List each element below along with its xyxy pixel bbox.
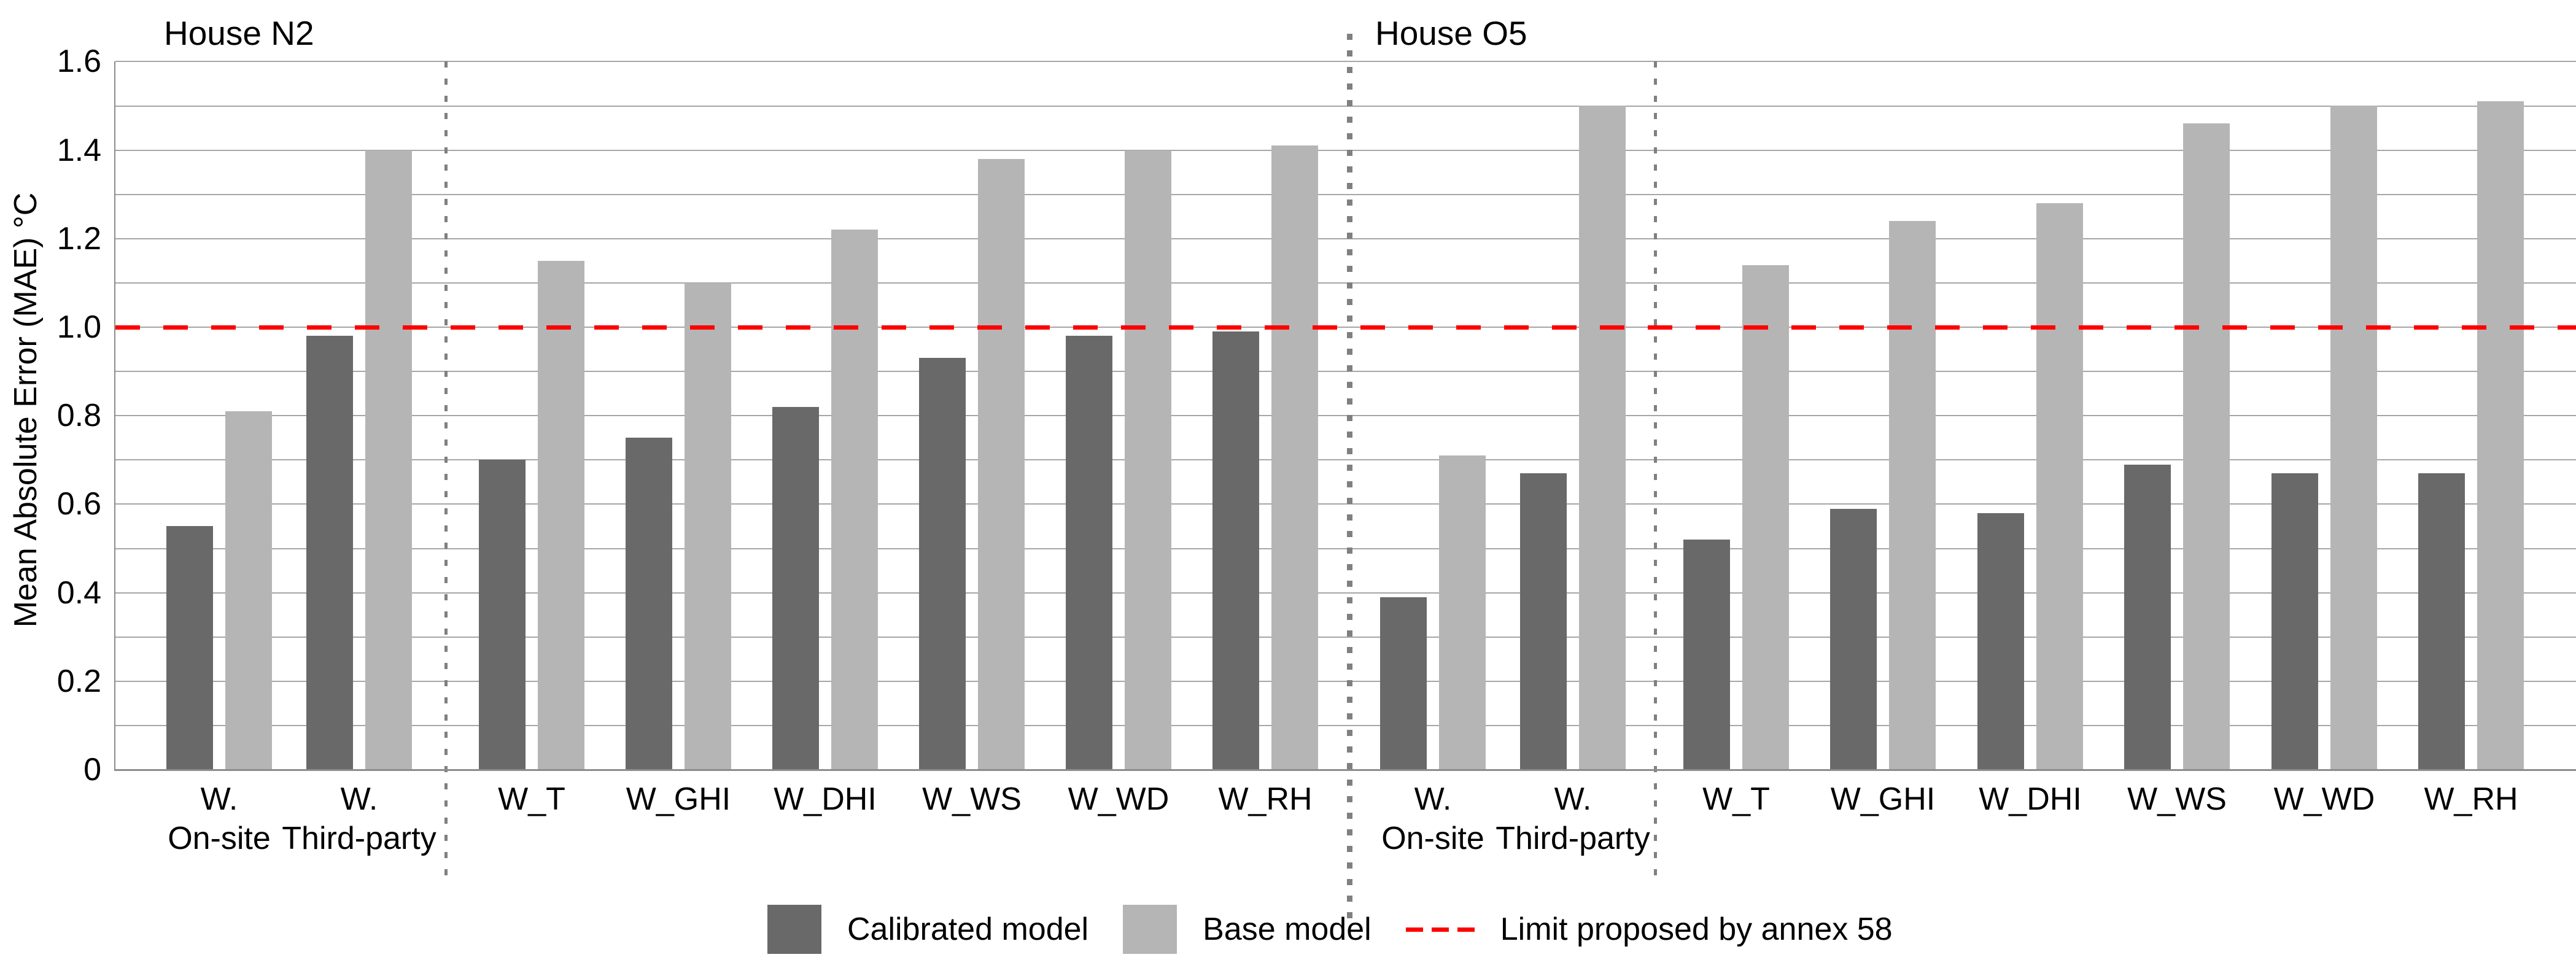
calibrated-bar bbox=[919, 358, 966, 770]
base-bar bbox=[2183, 123, 2230, 770]
calibrated-bar bbox=[1212, 331, 1259, 770]
calibrated-bar bbox=[1830, 509, 1877, 770]
y-tick-label: 0.8 bbox=[56, 398, 101, 434]
base-bar bbox=[538, 261, 584, 770]
gridline bbox=[115, 592, 2576, 594]
calibrated-bar bbox=[1683, 540, 1730, 770]
x-tick-label: W_T bbox=[498, 781, 565, 817]
base-bar bbox=[225, 411, 272, 770]
x-tick-label: W_DHI bbox=[774, 781, 877, 817]
y-tick-label: 0 bbox=[83, 752, 101, 788]
gridline bbox=[115, 548, 2576, 549]
section-title-house-o5: House O5 bbox=[1375, 14, 1527, 52]
calibrated-bar bbox=[2124, 465, 2171, 770]
y-tick-label: 1.4 bbox=[56, 132, 101, 168]
house-separator-line bbox=[1347, 34, 1352, 924]
gridline bbox=[115, 238, 2576, 239]
x-tick-label: W_WD bbox=[1068, 781, 1170, 817]
gridline bbox=[115, 724, 2576, 726]
gridline bbox=[115, 371, 2576, 373]
calibrated-bar bbox=[1977, 513, 2024, 770]
gridline bbox=[115, 415, 2576, 417]
x-tick-label: W_DHI bbox=[1979, 781, 2082, 817]
base-bar bbox=[1271, 145, 1318, 770]
x-tick-label: W. On-site bbox=[1381, 781, 1484, 856]
gridline bbox=[115, 149, 2576, 151]
x-tick-label: W. On-site bbox=[168, 781, 271, 856]
x-tick-label: W_GHI bbox=[1830, 781, 1936, 817]
gridline bbox=[115, 61, 2576, 63]
x-tick-label: W. Third-party bbox=[1496, 781, 1650, 856]
y-tick-label: 1.2 bbox=[56, 220, 101, 257]
x-tick-label: W_RH bbox=[2424, 781, 2518, 817]
base-bar bbox=[2477, 101, 2524, 770]
legend-label-limit: Limit proposed by annex 58 bbox=[1500, 912, 1893, 947]
calibrated-bar bbox=[306, 336, 353, 770]
gridline bbox=[115, 503, 2576, 505]
y-tick-label: 0.6 bbox=[56, 486, 101, 522]
plot-area bbox=[114, 61, 2576, 771]
base-bar bbox=[1579, 106, 1626, 770]
x-axis-line bbox=[115, 769, 2576, 771]
x-tick-label: W_WS bbox=[2127, 781, 2227, 817]
legend-label-calibrated: Calibrated model bbox=[847, 912, 1089, 947]
calibrated-bar bbox=[479, 460, 526, 770]
base-bar bbox=[831, 230, 878, 770]
y-axis-line bbox=[114, 61, 115, 771]
calibrated-bar bbox=[166, 526, 213, 770]
calibrated-model-swatch bbox=[767, 905, 821, 954]
y-tick-label: 1.6 bbox=[56, 44, 101, 80]
gridline bbox=[115, 636, 2576, 638]
calibrated-bar bbox=[1066, 336, 1112, 770]
gridline bbox=[115, 282, 2576, 284]
y-tick-label: 1.0 bbox=[56, 309, 101, 345]
section-title-house-n2: House N2 bbox=[164, 14, 314, 52]
x-tick-label: W_RH bbox=[1218, 781, 1313, 817]
calibrated-bar bbox=[2418, 473, 2465, 770]
y-tick-label: 0.2 bbox=[56, 663, 101, 699]
base-bar bbox=[685, 283, 731, 770]
x-tick-label: W_T bbox=[1702, 781, 1770, 817]
group-separator-line bbox=[444, 61, 448, 879]
base-model-swatch bbox=[1123, 905, 1177, 954]
legend-item-base: Base model bbox=[1123, 905, 1371, 954]
gridline bbox=[115, 680, 2576, 682]
gridline bbox=[115, 459, 2576, 461]
gridline bbox=[115, 105, 2576, 107]
base-bar bbox=[2036, 203, 2083, 770]
base-bar bbox=[1125, 150, 1171, 770]
base-bar bbox=[1439, 455, 1486, 770]
legend-label-base: Base model bbox=[1203, 912, 1371, 947]
calibrated-bar bbox=[1520, 473, 1567, 770]
base-bar bbox=[1742, 265, 1789, 770]
calibrated-bar bbox=[626, 438, 672, 770]
base-bar bbox=[978, 159, 1025, 770]
base-bar bbox=[365, 150, 412, 770]
legend-item-limit: Limit proposed by annex 58 bbox=[1405, 911, 1893, 948]
y-tick-label: 0.4 bbox=[56, 575, 101, 611]
x-tick-label: W_WD bbox=[2273, 781, 2375, 817]
x-tick-label: W_WS bbox=[922, 781, 1022, 817]
limit-line-sample bbox=[1405, 927, 1475, 932]
calibrated-bar bbox=[2271, 473, 2318, 770]
group-separator-line bbox=[1654, 61, 1657, 879]
calibrated-bar bbox=[1380, 597, 1427, 770]
legend-item-calibrated: Calibrated model bbox=[767, 905, 1088, 954]
gridline bbox=[115, 193, 2576, 195]
base-bar bbox=[2330, 106, 2377, 770]
calibrated-bar bbox=[772, 407, 819, 770]
legend: Calibrated model Base model Limit propos… bbox=[767, 901, 1893, 958]
base-bar bbox=[1889, 221, 1936, 770]
x-tick-label: W. Third-party bbox=[282, 781, 436, 856]
annex58-limit-line bbox=[115, 325, 2576, 330]
x-tick-label: W_GHI bbox=[626, 781, 731, 817]
